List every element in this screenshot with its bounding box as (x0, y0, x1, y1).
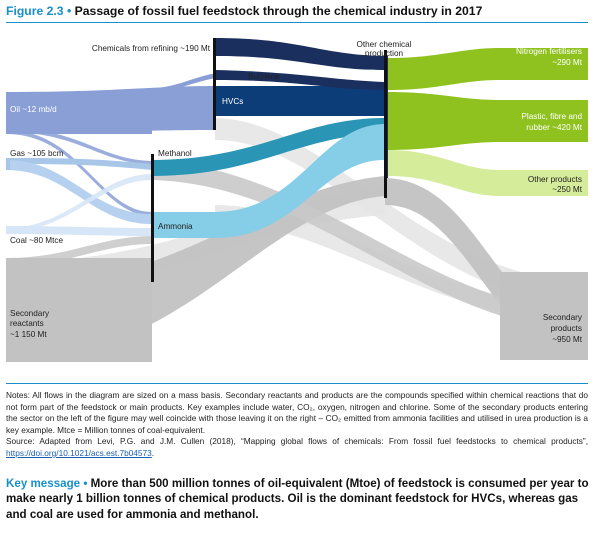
label-other-chem-line1: Other chemical (356, 40, 411, 49)
label-coal: Coal ~80 Mtce (10, 236, 63, 245)
label-secondary-products-line3: ~950 Mt (552, 335, 583, 344)
label-hvcs: HVCs (222, 97, 243, 106)
node-gas-bar (6, 158, 10, 170)
flow-to-other-products (388, 150, 588, 196)
notes-rule (6, 383, 588, 384)
title-rule (6, 22, 588, 23)
node-butylene-divider (213, 38, 216, 128)
flow-coal-to-ammonia (6, 226, 152, 236)
node-secondary-products-bar (500, 272, 588, 360)
sankey-diagram: Chemicals from refining ~190 Mt Butylene… (6, 38, 588, 362)
node-oil-bar (6, 92, 152, 134)
figure-number: Figure 2.3 (6, 4, 64, 18)
flow-hvc-to-secondary-light (215, 118, 588, 306)
label-other-chem-line2: production (365, 49, 404, 58)
label-other-products-line1: Other products (528, 175, 582, 184)
flow-ammonia-to-fertilisers (152, 124, 385, 238)
flow-coal-to-methanol (6, 174, 152, 232)
label-butylene: Butylene (248, 72, 280, 81)
source-end: . (151, 447, 155, 458)
label-secondary-reactants-line3: ~1 150 Mt (10, 330, 47, 339)
source-citation: Source: Adapted from Levi, P.G. and J.M.… (6, 436, 588, 447)
figure-title: Figure 2.3 • Passage of fossil fuel feed… (6, 4, 482, 18)
label-plastic-line2: rubber ~420 Mt (526, 123, 582, 132)
title-bullet: • (66, 4, 72, 18)
source-link[interactable]: https://doi.org/10.1021/acs.est.7b04573 (6, 447, 152, 458)
figure-title-text: Passage of fossil fuel feedstock through… (74, 4, 483, 18)
label-secondary-products-line2: products (551, 324, 582, 333)
node-chemicals-from-refining-bar (215, 38, 218, 56)
node-hvcs-bar (215, 86, 385, 116)
source-text: Source: Adapted from Levi, P.G. and J.M.… (6, 436, 588, 459)
node-secondary-reactants-bar (6, 258, 152, 362)
key-message-text: More than 500 million tonnes of oil-equi… (6, 477, 589, 521)
flow-oil-to-methanol (6, 128, 152, 164)
flow-to-nitrogen-fertilisers (388, 48, 588, 90)
label-chemicals-from-refining: Chemicals from refining ~190 Mt (92, 44, 211, 53)
notes-block: Notes: All flows in the diagram are size… (6, 390, 588, 460)
node-methanol-axis (151, 154, 154, 282)
node-other-chem-axis (384, 50, 387, 198)
label-ammonia: Ammonia (158, 222, 193, 231)
label-secondary-reactants-line2: reactants (10, 319, 44, 328)
node-coal-bar (6, 226, 10, 234)
flow-to-plastic-fibre-rubber (388, 92, 588, 150)
flow-oil-to-butylene (152, 72, 230, 92)
flow-refining-to-other-chem (215, 38, 385, 70)
flow-butylene-to-other-chem (215, 70, 385, 90)
flow-methanol-to-other-chem (152, 118, 385, 176)
label-other-products-line2: ~250 Mt (552, 185, 583, 194)
label-plastic-line1: Plastic, fibre and (521, 112, 582, 121)
flow-gas-to-methanol (6, 158, 152, 170)
flow-gas-to-ammonia (6, 160, 152, 224)
node-hvc-axis (213, 86, 216, 130)
label-oil: Oil ~12 mb/d (10, 105, 57, 114)
notes-text: Notes: All flows in the diagram are size… (6, 390, 588, 435)
key-message-label: Key message (6, 477, 81, 490)
label-gas: Gas ~105 bcm (10, 149, 64, 158)
label-secondary-products-line1: Secondary (543, 313, 583, 322)
label-methanol: Methanol (158, 149, 192, 158)
label-nitrogen-fertilisers-line1: Nitrogen fertilisers (516, 47, 582, 56)
label-secondary-reactants-line1: Secondary (10, 309, 50, 318)
label-nitrogen-fertilisers-line2: ~290 Mt (552, 58, 583, 67)
key-message-bullet: • (80, 477, 91, 490)
key-message: Key message • More than 500 million tonn… (6, 476, 590, 522)
